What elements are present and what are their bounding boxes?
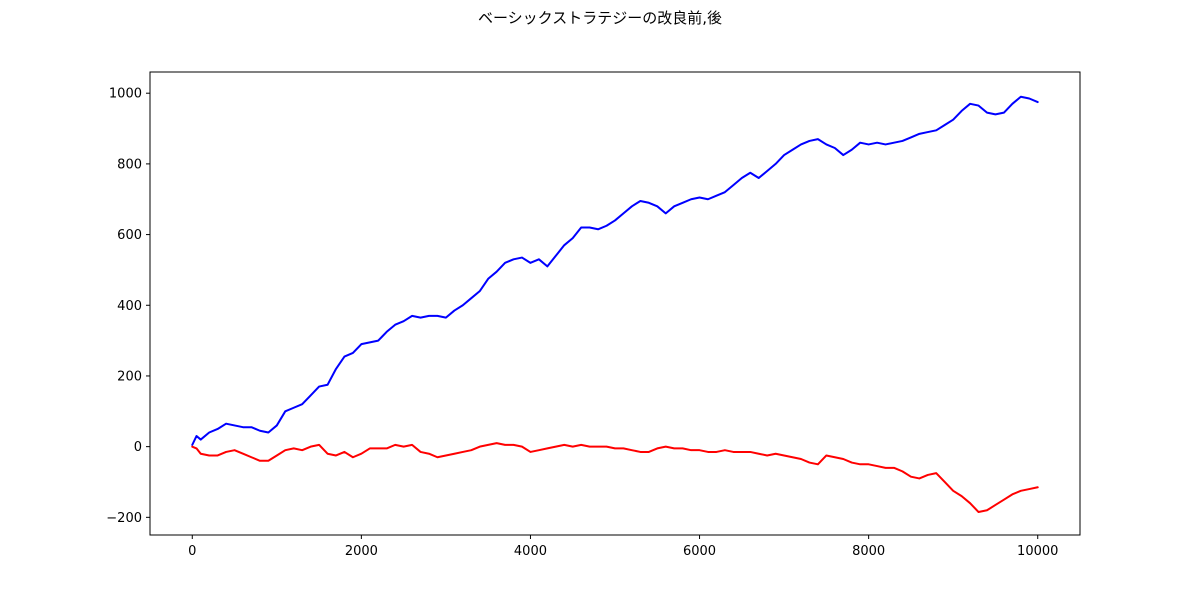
series-line-1 xyxy=(191,442,1039,514)
y-tick-label: 400 xyxy=(117,299,142,314)
chart-title: ベーシックストラテジーの改良前,後 xyxy=(478,9,722,27)
y-tick-label: 600 xyxy=(117,228,142,243)
x-tick-label: 0 xyxy=(188,544,196,559)
y-axis: −200 0 200 400 600 800 1000 xyxy=(106,87,150,526)
y-tick-label: −200 xyxy=(106,511,142,526)
y-tick-label: 1000 xyxy=(109,87,142,102)
y-tick-label: 0 xyxy=(134,440,142,455)
y-tick-label: 200 xyxy=(117,369,142,384)
y-tick-label: 800 xyxy=(117,157,142,172)
x-axis: 0 2000 4000 6000 8000 10000 xyxy=(188,535,1058,559)
x-tick-label: 6000 xyxy=(683,544,716,559)
series-line-0 xyxy=(191,95,1039,446)
plot-frame xyxy=(149,71,1081,536)
x-tick-label: 2000 xyxy=(345,544,378,559)
x-tick-label: 4000 xyxy=(514,544,547,559)
plot-area xyxy=(150,72,1080,535)
x-tick-label: 8000 xyxy=(852,544,885,559)
series-layer xyxy=(191,95,1039,514)
x-tick-label: 10000 xyxy=(1017,544,1058,559)
